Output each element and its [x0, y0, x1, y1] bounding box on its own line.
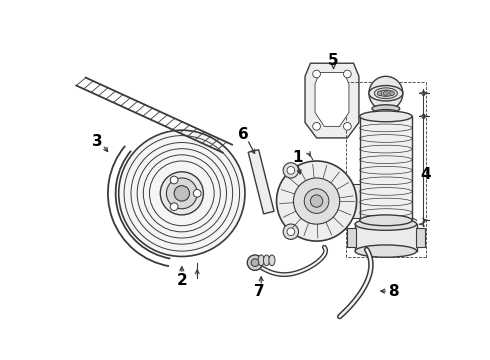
- Text: 7: 7: [253, 284, 264, 299]
- Ellipse shape: [264, 255, 270, 266]
- Circle shape: [369, 76, 403, 110]
- Text: 8: 8: [388, 284, 399, 299]
- Ellipse shape: [369, 86, 403, 101]
- Circle shape: [313, 122, 320, 130]
- Circle shape: [251, 259, 259, 266]
- Circle shape: [343, 122, 351, 130]
- Polygon shape: [370, 189, 386, 213]
- Polygon shape: [360, 116, 412, 220]
- Text: 1: 1: [292, 150, 303, 165]
- Circle shape: [171, 176, 178, 184]
- Ellipse shape: [374, 88, 397, 99]
- Ellipse shape: [360, 215, 412, 226]
- Ellipse shape: [360, 111, 412, 122]
- Circle shape: [276, 161, 357, 241]
- Circle shape: [287, 167, 294, 174]
- Polygon shape: [315, 72, 349, 126]
- Ellipse shape: [379, 90, 393, 96]
- Circle shape: [283, 224, 298, 239]
- Polygon shape: [346, 228, 356, 247]
- Ellipse shape: [372, 105, 400, 112]
- Polygon shape: [305, 63, 359, 138]
- Circle shape: [294, 178, 340, 224]
- Circle shape: [390, 91, 394, 95]
- Circle shape: [194, 189, 201, 197]
- Circle shape: [160, 172, 203, 215]
- Ellipse shape: [258, 255, 264, 266]
- Text: 5: 5: [328, 53, 339, 68]
- Ellipse shape: [355, 245, 416, 257]
- Polygon shape: [340, 184, 374, 218]
- Text: 4: 4: [420, 167, 431, 181]
- Polygon shape: [248, 150, 274, 214]
- Circle shape: [167, 178, 197, 209]
- Ellipse shape: [373, 109, 398, 116]
- Text: 3: 3: [92, 134, 102, 149]
- Circle shape: [171, 203, 178, 211]
- Circle shape: [377, 91, 382, 95]
- Circle shape: [174, 186, 190, 201]
- Circle shape: [304, 189, 329, 213]
- Ellipse shape: [269, 255, 275, 266]
- Circle shape: [311, 195, 323, 207]
- Ellipse shape: [355, 218, 416, 230]
- Polygon shape: [355, 224, 416, 251]
- Circle shape: [287, 228, 294, 235]
- Circle shape: [119, 130, 245, 256]
- Circle shape: [343, 70, 351, 78]
- Circle shape: [283, 163, 298, 178]
- Circle shape: [247, 255, 263, 270]
- Circle shape: [384, 91, 388, 95]
- Circle shape: [313, 70, 320, 78]
- Text: 6: 6: [238, 127, 249, 141]
- Polygon shape: [416, 228, 425, 247]
- Text: 2: 2: [176, 273, 187, 288]
